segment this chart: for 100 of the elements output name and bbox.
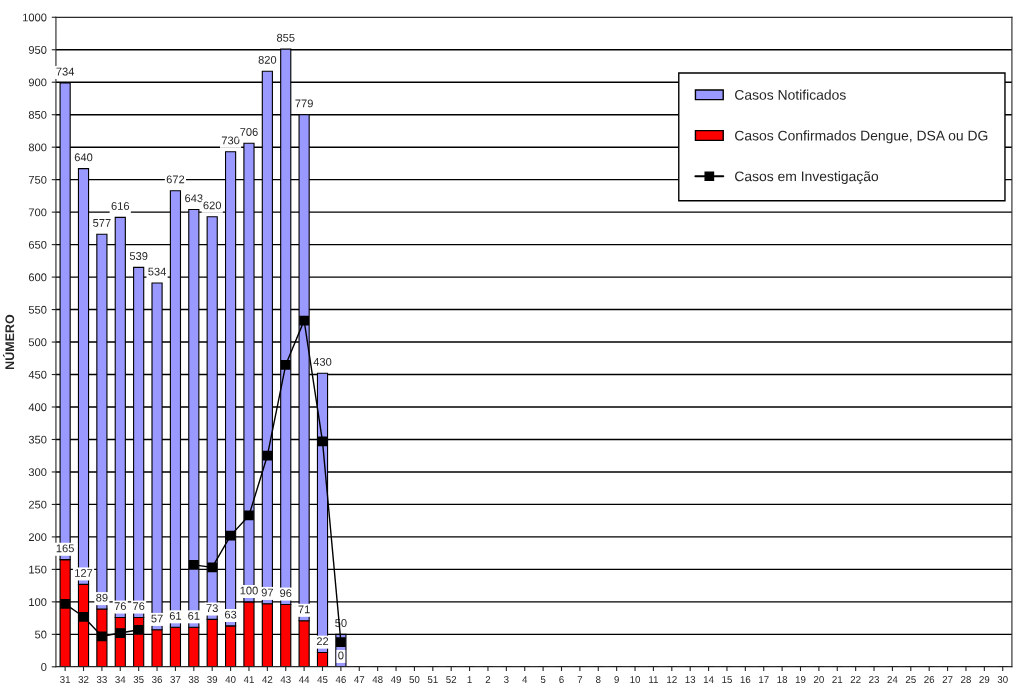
x-tick-label: 19 — [795, 676, 806, 683]
data-label: 165 — [56, 544, 74, 553]
x-tick-label: 38 — [188, 676, 199, 683]
x-tick-label: 26 — [924, 676, 935, 683]
y-tick-label: 750 — [28, 175, 47, 184]
x-tick-label: 37 — [170, 676, 181, 683]
data-label: 57 — [151, 614, 163, 623]
x-tick-label: 4 — [522, 676, 528, 683]
data-label: 61 — [188, 611, 200, 620]
x-tick-label: 17 — [759, 676, 769, 683]
point — [336, 637, 346, 647]
x-tick-label: 16 — [740, 676, 751, 683]
y-tick-label: 350 — [28, 435, 47, 444]
point — [280, 359, 291, 370]
x-tick-label: 13 — [685, 676, 696, 683]
x-tick-label: 22 — [850, 676, 861, 683]
x-tick-label: 6 — [559, 676, 564, 683]
y-axis-title: NÚMERO — [2, 314, 15, 369]
point — [60, 598, 70, 609]
y-tick-label: 1000 — [23, 13, 47, 22]
data-label: 820 — [258, 55, 277, 64]
y-tick-label: 850 — [28, 110, 47, 119]
point — [115, 628, 126, 638]
data-label: 734 — [56, 67, 75, 76]
x-tick-label: 49 — [390, 676, 401, 683]
x-tick-label: 9 — [614, 676, 619, 683]
data-label: 855 — [276, 33, 295, 42]
data-label: 640 — [74, 153, 93, 162]
x-tick-label: 48 — [372, 676, 383, 683]
x-tick-label: 43 — [280, 676, 291, 683]
x-tick-label: 33 — [96, 676, 107, 683]
x-tick-label: 42 — [262, 676, 273, 683]
y-tick-label: 550 — [28, 305, 47, 314]
x-tick-label: 7 — [577, 676, 583, 683]
x-tick-label: 27 — [942, 676, 953, 683]
x-tick-label: 24 — [887, 676, 898, 683]
y-tick-label: 300 — [28, 468, 47, 477]
data-label: 97 — [261, 588, 273, 597]
x-tick-label: 44 — [298, 676, 310, 683]
x-tick-label: 32 — [78, 676, 89, 683]
x-tick-label: 14 — [703, 676, 714, 683]
x-tick-label: 23 — [869, 676, 880, 683]
x-tick-label: 20 — [813, 676, 824, 683]
data-label: 730 — [221, 136, 240, 145]
y-tick-label: 900 — [28, 78, 47, 87]
data-label: 63 — [224, 610, 237, 619]
x-tick-label: 29 — [979, 676, 990, 683]
legend-label: Casos em Investigação — [735, 171, 879, 185]
data-label: 430 — [313, 357, 332, 366]
x-tick-label: 12 — [667, 676, 677, 683]
data-label: 100 — [240, 586, 258, 595]
x-tick-label: 41 — [243, 676, 254, 683]
x-tick-label: 36 — [152, 676, 163, 683]
data-label: 643 — [185, 194, 203, 203]
y-tick-label: 250 — [28, 500, 47, 509]
x-tick-label: 5 — [540, 676, 546, 683]
y-tick-label: 0 — [41, 663, 47, 671]
y-tick-label: 50 — [34, 630, 47, 639]
x-tick-label: 39 — [207, 676, 218, 683]
x-tick-label: 1 — [467, 676, 472, 683]
point — [207, 562, 218, 573]
y-tick-label: 650 — [28, 240, 47, 249]
data-label: 96 — [280, 589, 292, 598]
x-tick-label: 10 — [630, 676, 641, 683]
x-tick-label: 34 — [115, 676, 126, 683]
data-label: 73 — [206, 604, 218, 613]
x-tick-label: 15 — [722, 676, 732, 683]
x-tick-label: 28 — [961, 676, 971, 683]
y-tick-label: 600 — [28, 273, 47, 282]
x-tick-label: 45 — [317, 676, 328, 683]
data-label: 89 — [96, 593, 108, 602]
data-label: 539 — [129, 252, 148, 260]
y-tick-label: 700 — [28, 208, 47, 217]
data-label: 620 — [203, 201, 222, 210]
data-label: 76 — [114, 602, 126, 611]
data-label: 779 — [295, 99, 313, 108]
x-tick-label: 35 — [133, 676, 144, 683]
x-tick-label: 18 — [777, 676, 788, 683]
data-label: 534 — [148, 267, 166, 276]
x-tick-label: 50 — [409, 676, 420, 683]
point — [97, 631, 107, 642]
legend-label: Casos Confirmados Dengue, DSA ou DG — [735, 130, 988, 144]
y-tick-label: 450 — [28, 370, 47, 379]
x-tick-label: 11 — [649, 676, 658, 683]
x-tick-label: 47 — [354, 676, 365, 683]
x-tick-label: 3 — [504, 676, 509, 683]
point — [188, 559, 199, 570]
data-label: 672 — [166, 175, 185, 184]
x-tick-label: 30 — [997, 676, 1008, 683]
x-tick-label: 51 — [427, 676, 438, 683]
y-tick-label: 200 — [28, 533, 47, 542]
point — [244, 510, 254, 521]
x-tick-label: 40 — [225, 676, 236, 683]
x-tick-label: 21 — [832, 676, 843, 683]
data-label: 71 — [298, 605, 310, 614]
data-label: 22 — [316, 637, 329, 646]
legend-label: Casos Notificados — [735, 89, 846, 100]
point — [78, 611, 89, 622]
x-tick-label: 8 — [595, 676, 601, 683]
y-tick-label: 100 — [29, 598, 47, 606]
